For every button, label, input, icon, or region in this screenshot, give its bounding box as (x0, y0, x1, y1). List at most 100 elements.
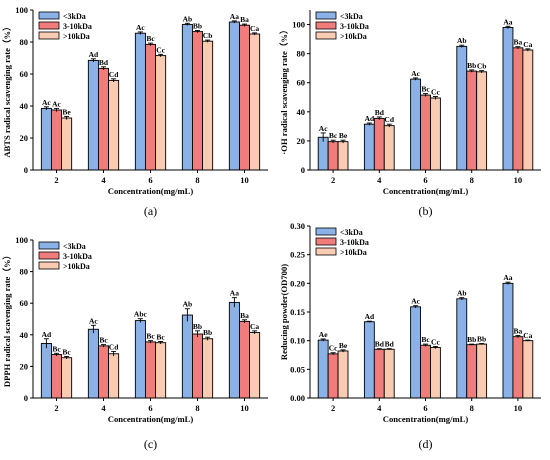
bar (61, 357, 73, 399)
significance-label: Ac (136, 23, 145, 32)
y-tick-label: 80 (20, 267, 29, 277)
bar (466, 344, 478, 399)
bar (410, 78, 421, 171)
panel-label: (d) (419, 437, 433, 451)
significance-label: Bc (99, 336, 108, 345)
bar (181, 314, 193, 399)
significance-label: Bb (203, 328, 212, 337)
legend-label: 3-10kDa (63, 252, 92, 261)
y-tick-label: 100 (15, 5, 28, 15)
significance-label: Bb (467, 335, 476, 344)
bar (181, 23, 193, 171)
bar (512, 47, 524, 171)
significance-label: Bb (477, 335, 486, 344)
significance-label: Bc (329, 131, 338, 140)
significance-label: Cc (329, 344, 338, 353)
significance-label: Aa (230, 12, 239, 21)
bar (155, 342, 167, 399)
bar (50, 354, 63, 399)
significance-label: Ac (411, 69, 420, 78)
significance-label: Cd (109, 342, 119, 351)
x-tick-label: 8 (470, 175, 474, 185)
bar (522, 340, 534, 399)
y-tick-label: 0.10 (290, 336, 305, 346)
y-tick-label: 20 (20, 361, 29, 371)
x-tick-label: 6 (148, 403, 152, 413)
bar (40, 107, 52, 171)
legend-swatch (315, 11, 337, 20)
x-axis-title: Concentration(mg/mL) (108, 414, 194, 424)
bar (337, 350, 349, 399)
significance-label: Be (339, 131, 348, 140)
bar (238, 24, 251, 171)
significance-label: Ac (52, 99, 61, 108)
bar (228, 301, 240, 399)
x-tick-label: 2 (54, 403, 58, 413)
x-tick-label: 4 (101, 403, 106, 413)
bar (466, 70, 478, 171)
bar (502, 27, 514, 171)
significance-label: Bb (467, 61, 476, 70)
significance-label: Ae (319, 330, 328, 339)
significance-label: Aa (503, 273, 512, 282)
legend-swatch (315, 227, 337, 236)
panel-a: 0 20 40 60 80 100 Ac Ad Ac Ab Aa Ac Bd Bc Bb Ba Be Cd Cc Cb… (2, 5, 268, 218)
x-tick-label: 8 (470, 403, 474, 413)
legend-swatch (38, 261, 60, 270)
legend-swatch (315, 247, 337, 256)
y-tick-label: 20 (20, 133, 29, 143)
legend-swatch (38, 31, 60, 40)
significance-label: Bc (52, 344, 61, 353)
bar (134, 32, 146, 171)
significance-label: Aa (230, 289, 239, 298)
significance-label: Ad (365, 312, 375, 321)
significance-label: Ba (514, 38, 523, 47)
y-tick-label: 40 (20, 101, 29, 111)
significance-label: Bd (375, 108, 385, 117)
bar (337, 141, 349, 171)
x-tick-label: 6 (148, 175, 152, 185)
x-tick-label: 4 (377, 403, 382, 413)
significance-label: Ba (240, 15, 249, 24)
significance-label: Cc (431, 337, 440, 346)
bar (97, 345, 110, 399)
bar (61, 117, 73, 171)
x-axis-title: Concentration(mg/mL) (383, 186, 469, 196)
legend-label: >10kDa (340, 248, 367, 257)
y-tick-label: 60 (20, 298, 29, 308)
legend-label: 3-10kDa (63, 22, 92, 31)
bar (410, 306, 421, 399)
y-tick-label: 0.30 (290, 221, 305, 231)
bar (249, 33, 261, 171)
x-tick-label: 8 (195, 175, 199, 185)
significance-label: Ba (240, 311, 249, 320)
significance-label: Bd (375, 340, 385, 349)
bar (430, 97, 441, 171)
bar (456, 298, 468, 399)
significance-label: Cb (477, 62, 487, 71)
y-tick-label: 80 (20, 37, 29, 47)
bar (456, 45, 468, 171)
legend-label: <3kDa (63, 12, 86, 21)
significance-label: Bc (156, 332, 165, 341)
y-axis-title: ·OH radical scavenging rate（%） (279, 25, 289, 154)
significance-label: Cb (203, 31, 213, 40)
significance-label: Ac (319, 124, 328, 133)
bar (430, 347, 441, 399)
bar (363, 321, 375, 399)
bar (420, 94, 431, 171)
significance-label: Bb (193, 322, 202, 331)
y-tick-label: 40 (20, 330, 29, 340)
bar (191, 31, 204, 171)
y-tick-label: 100 (15, 235, 28, 245)
significance-label: Be (339, 341, 348, 350)
panel-b: 0 20 40 60 80 100 Ac Ad Ac Ab Aa Bc Bd Bc Bb Ba Be Cd Cc Cb… (279, 10, 541, 218)
bar (144, 341, 157, 399)
legend-swatch (315, 237, 337, 246)
significance-label: Cc (156, 45, 165, 54)
y-tick-label: 0 (301, 165, 305, 175)
y-tick-label: 20 (297, 136, 306, 146)
legend-swatch (38, 11, 60, 20)
